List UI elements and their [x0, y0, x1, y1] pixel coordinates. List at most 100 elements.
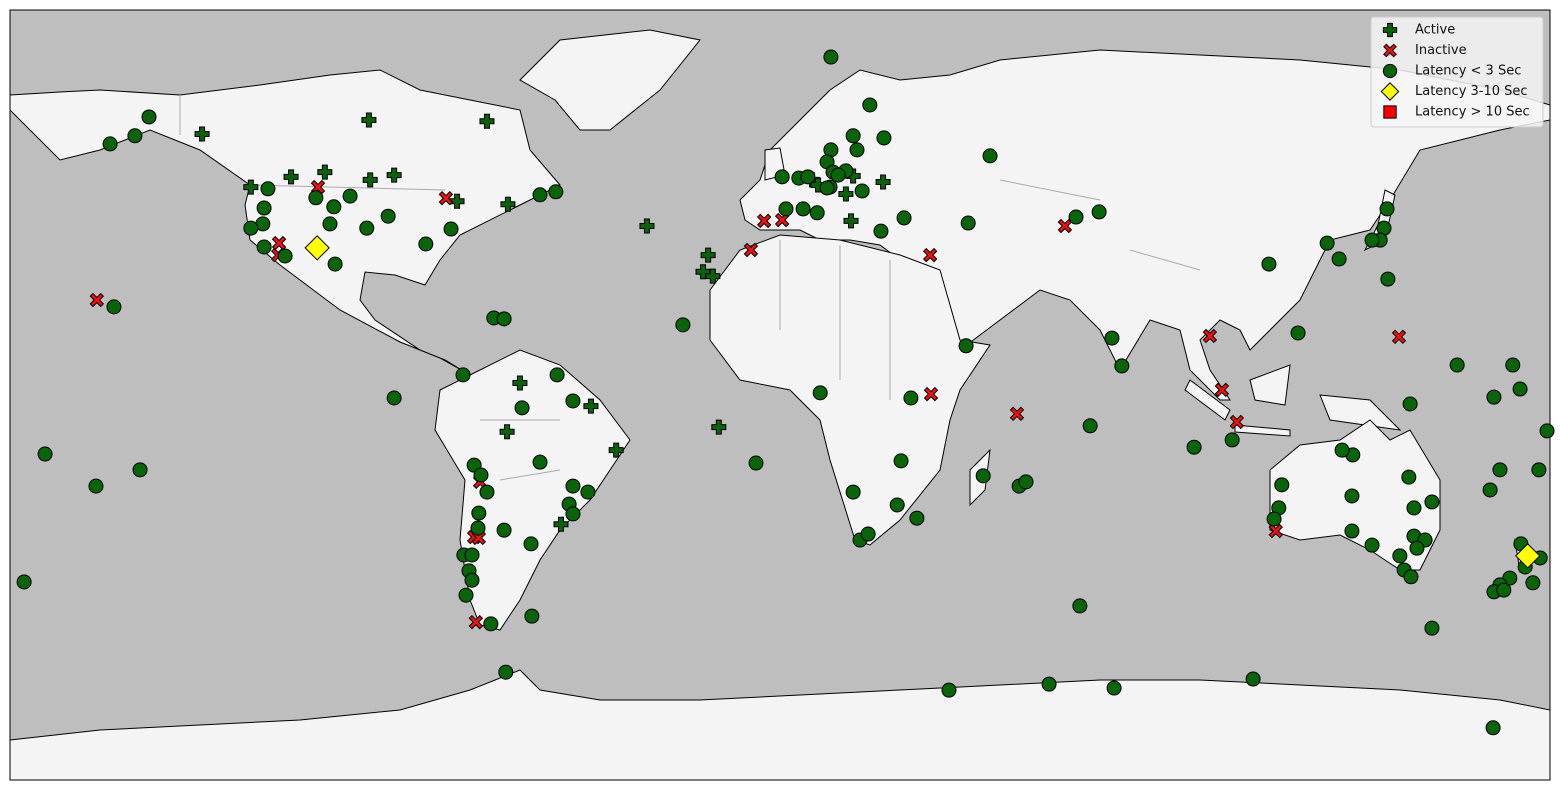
station-marker [565, 393, 581, 409]
station-marker [1512, 381, 1528, 397]
station-marker [1072, 598, 1088, 614]
station-marker [862, 97, 878, 113]
station-marker [675, 317, 691, 333]
station-marker [1186, 439, 1202, 455]
legend-marker [1382, 63, 1398, 79]
station-marker [1104, 330, 1120, 346]
station-marker [830, 167, 846, 183]
station-marker [449, 193, 465, 209]
station-marker [700, 247, 716, 263]
station-marker [1496, 582, 1512, 598]
legend-marker [1383, 105, 1397, 119]
station-marker [327, 256, 343, 272]
station-marker [1274, 477, 1290, 493]
station-marker [982, 148, 998, 164]
station-marker [795, 201, 811, 217]
station-marker [1391, 329, 1407, 345]
legend-label: Latency 3-10 Sec [1415, 84, 1528, 99]
station-marker [1290, 325, 1306, 341]
station-marker [243, 179, 259, 195]
station-marker [922, 247, 938, 263]
frame [9, 9, 1551, 781]
station-marker [1319, 235, 1335, 251]
station-marker [317, 164, 333, 180]
station-marker [1229, 414, 1245, 430]
station-marker [1379, 201, 1395, 217]
station-marker [500, 196, 516, 212]
station-marker [893, 453, 909, 469]
station-marker [498, 664, 514, 680]
station-marker [532, 187, 548, 203]
legend-label: Active [1415, 23, 1455, 38]
station-marker [479, 113, 495, 129]
station-marker [512, 375, 528, 391]
station-marker [1364, 232, 1380, 248]
station-marker [845, 484, 861, 500]
station-marker [960, 215, 976, 231]
station-marker [277, 248, 293, 264]
station-marker [532, 454, 548, 470]
station-marker [1406, 500, 1422, 516]
station-marker [1482, 482, 1498, 498]
station-marker [1224, 432, 1240, 448]
station-marker [705, 268, 721, 284]
station-marker [102, 136, 118, 152]
station-marker [1485, 720, 1501, 736]
station-marker [1082, 418, 1098, 434]
station-marker [37, 446, 53, 462]
station-marker [496, 522, 512, 538]
station-marker [1009, 406, 1025, 422]
station-marker [849, 142, 865, 158]
station-marker [1214, 382, 1230, 398]
station-marker [361, 112, 377, 128]
station-marker [553, 516, 569, 532]
station-marker [1344, 523, 1360, 539]
station-marker [875, 174, 891, 190]
legend-label: Latency > 10 Sec [1415, 105, 1530, 120]
station-marker [854, 183, 870, 199]
station-marker [438, 191, 454, 206]
station-marker [941, 682, 957, 698]
station-marker [1525, 575, 1541, 591]
station-marker [819, 180, 835, 196]
station-marker [1068, 209, 1084, 225]
station-marker [778, 201, 794, 217]
station-marker [496, 311, 512, 327]
station-marker [1449, 357, 1465, 373]
station-marker [342, 188, 358, 204]
station-marker [1424, 494, 1440, 510]
station-marker [1364, 537, 1380, 553]
station-marker [1539, 423, 1555, 439]
station-marker [845, 128, 861, 144]
station-marker [443, 221, 459, 237]
station-marker [1392, 548, 1408, 564]
station-marker [458, 587, 474, 603]
station-marker [194, 126, 210, 142]
indonesia [1184, 364, 1402, 437]
legend: Active Inactive Latency < 3 Sec Latency 3-1… [1370, 16, 1544, 128]
station-marker [359, 220, 375, 236]
station-marker [580, 484, 596, 500]
station-marker [243, 220, 259, 236]
greenland [519, 29, 701, 131]
station-marker [548, 184, 564, 200]
station-marker [1531, 462, 1547, 478]
station-marker [271, 235, 287, 251]
station-marker [549, 367, 565, 383]
station-marker [1057, 218, 1073, 234]
station-marker [639, 218, 655, 234]
station-marker [1041, 676, 1057, 692]
station-marker [975, 468, 991, 484]
station-marker [1202, 328, 1218, 344]
station-marker [471, 505, 487, 521]
station-marker [809, 205, 825, 221]
station-marker [1261, 256, 1277, 272]
station-marker [418, 236, 434, 252]
station-marker [322, 216, 338, 232]
station-marker [1424, 620, 1440, 636]
station-marker [468, 614, 484, 630]
station-marker [464, 547, 480, 563]
station-marker [256, 239, 272, 255]
station-marker [380, 208, 396, 224]
